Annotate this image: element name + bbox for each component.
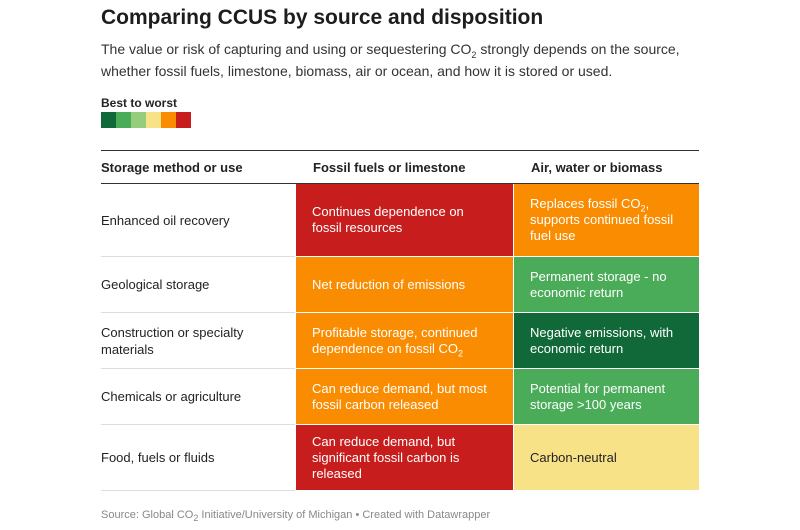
column-header: Fossil fuels or limestone bbox=[313, 159, 466, 175]
text-part: , supports continued fossil fuel use bbox=[530, 196, 674, 243]
row-label: Chemicals or agriculture bbox=[101, 369, 295, 425]
cell-text: Can reduce demand, but most fossil carbo… bbox=[312, 380, 487, 412]
subscript: 2 bbox=[457, 348, 463, 359]
table-row: Geological storage Net reduction of emiss… bbox=[101, 257, 699, 313]
cell-text: Profitable storage, continued dependence… bbox=[312, 324, 497, 359]
table-row: Food, fuels or fluids Can reduce demand, … bbox=[101, 425, 699, 491]
legend-swatch bbox=[161, 112, 176, 128]
legend-swatch bbox=[101, 112, 116, 128]
header-row: Storage method or use Fossil fuels or lim… bbox=[101, 151, 699, 184]
row-label: Enhanced oil recovery bbox=[101, 184, 295, 257]
table-row: Enhanced oil recovery Continues dependenc… bbox=[101, 184, 699, 257]
legend-swatch bbox=[116, 112, 131, 128]
cell-text: Permanent storage - no economic return bbox=[530, 268, 667, 300]
table: Storage method or use Fossil fuels or lim… bbox=[101, 150, 699, 491]
cell: Net reduction of emissions bbox=[295, 257, 513, 313]
cell: Profitable storage, continued dependence… bbox=[295, 313, 513, 369]
cell: Permanent storage - no economic return bbox=[513, 257, 699, 313]
subscript: 2 bbox=[471, 49, 477, 60]
text-part: Initiative/University of Michigan • Crea… bbox=[198, 509, 491, 521]
text-part: Source: Global CO bbox=[101, 509, 194, 521]
text-part: The value or risk of capturing and using… bbox=[101, 41, 472, 57]
text-part: Profitable storage, continued dependence… bbox=[312, 324, 478, 356]
cell-text: Can reduce demand, but significant fossi… bbox=[312, 433, 460, 481]
cell-text: Replaces fossil CO2, supports continued … bbox=[530, 196, 683, 244]
cell: Potential for permanent storage >100 yea… bbox=[513, 369, 699, 425]
legend-swatch bbox=[146, 112, 161, 128]
cell: Replaces fossil CO2, supports continued … bbox=[513, 184, 699, 257]
legend-swatch bbox=[176, 112, 191, 128]
column-header: Storage method or use bbox=[101, 159, 243, 175]
cell: Can reduce demand, but significant fossi… bbox=[295, 425, 513, 491]
row-label: Food, fuels or fluids bbox=[101, 425, 295, 491]
column-header: Air, water or biomass bbox=[531, 159, 663, 175]
cell: Carbon-neutral bbox=[513, 425, 699, 491]
source: Source: Global CO2 Initiative/University… bbox=[101, 509, 491, 524]
cell-text: Negative emissions, with economic return bbox=[530, 324, 674, 356]
table-row: Construction or specialty materials Profi… bbox=[101, 313, 699, 369]
cell-text: Continues dependence on fossil resources bbox=[312, 204, 464, 235]
row-label: Construction or specialty materials bbox=[101, 313, 295, 369]
cell: Negative emissions, with economic return bbox=[513, 313, 699, 369]
cell-text: Net reduction of emissions bbox=[312, 276, 466, 292]
cell-text: Potential for permanent storage >100 yea… bbox=[530, 380, 666, 412]
subtitle: The value or risk of capturing and using… bbox=[101, 38, 701, 82]
cell-text: Carbon-neutral bbox=[530, 449, 617, 465]
text-part: strongly depends on the source, whether … bbox=[101, 41, 680, 79]
text-part: Replaces fossil CO bbox=[530, 196, 641, 211]
title: Comparing CCUS by source and disposition bbox=[101, 6, 544, 29]
cell: Continues dependence on fossil resources bbox=[295, 184, 513, 257]
subscript: 2 bbox=[193, 513, 199, 524]
subscript: 2 bbox=[640, 203, 646, 214]
legend-swatch bbox=[131, 112, 146, 128]
table-row: Chemicals or agriculture Can reduce deman… bbox=[101, 369, 699, 425]
legend bbox=[101, 112, 191, 128]
cell: Can reduce demand, but most fossil carbo… bbox=[295, 369, 513, 425]
row-label: Geological storage bbox=[101, 257, 295, 313]
legend-title: Best to worst bbox=[101, 96, 178, 110]
